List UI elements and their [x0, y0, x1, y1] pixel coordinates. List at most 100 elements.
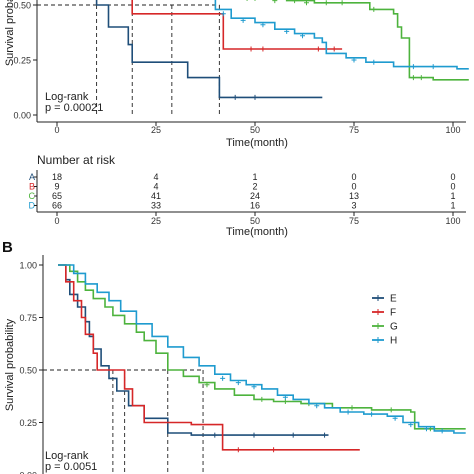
risk-cell-c: 65 [52, 191, 62, 201]
panel-a-y-tick-label: 0.00 [13, 111, 31, 121]
risk-table-x-tick-label: 75 [349, 216, 359, 226]
risk-cell-b: 2 [252, 182, 257, 192]
panel-a-censor-mark-b [248, 46, 254, 52]
panel-a-curve-c [285, 0, 469, 81]
panel-a-censor-mark-c [410, 75, 416, 81]
panel-b-censor-mark-h [314, 403, 320, 409]
panel-a-censor-mark-d [260, 22, 266, 28]
panel-a-censor-mark-a [232, 94, 238, 100]
risk-table-x-tick-label: 0 [54, 216, 59, 226]
panel-a-censor-mark-d [351, 57, 357, 63]
panel-b-censor-mark-g [349, 405, 355, 411]
risk-cell-b: 0 [351, 182, 356, 192]
panel-a-x-tick-label: 0 [54, 125, 59, 135]
risk-cell-a: 0 [450, 172, 455, 182]
panel-a-censor-mark-c [371, 6, 377, 12]
panel-b-censor-mark-h [220, 375, 226, 381]
panel-b-censor-mark-h [408, 422, 414, 428]
panel-a-censor-mark-b [331, 46, 337, 52]
risk-cell-a: 4 [153, 172, 158, 182]
risk-row-label-c: C [29, 191, 36, 201]
panel-a-censor-mark-c [292, 0, 298, 4]
panel-a-censor-mark-c [246, 0, 248, 1]
panel-a-curve-b [131, 0, 343, 50]
panel-b-y-tick-label: 1.00 [19, 261, 37, 271]
panel-b-censor-mark-e [212, 432, 218, 438]
panel-a-x-tick-label: 25 [151, 125, 161, 135]
panel-a-xlabel: Time(month) [226, 137, 288, 149]
panel-a-censor-mark-c [339, 0, 345, 6]
panel-b-curve-g [58, 264, 466, 430]
panel-b-curve-e [58, 264, 329, 436]
panel-b-censor-mark-h [282, 394, 288, 400]
panel-a-y-tick-label: 0.25 [13, 56, 31, 66]
panel-a-curve-d [214, 0, 469, 70]
risk-cell-d: 16 [250, 201, 260, 211]
panel-a-censor-mark-c [418, 75, 424, 81]
risk-cell-d: 1 [450, 201, 455, 211]
risk-cell-b: 0 [450, 182, 455, 192]
panel-b-censor-mark-g [388, 407, 394, 413]
panel-a-censor-mark-d [430, 64, 436, 70]
panel-a-censor-mark-d [284, 28, 290, 34]
panel-b-censor-mark-h [439, 428, 445, 434]
panel-b-censor-mark-h [251, 384, 257, 390]
panel-b-logrank-label: Log-rank [45, 450, 89, 462]
panel-a-censor-mark-b [260, 46, 266, 52]
risk-cell-c: 13 [349, 191, 359, 201]
panel-a-y-tick-label: 0.50 [13, 1, 31, 11]
panel-b-censor-mark-h [345, 409, 351, 415]
legend-label-f: F [390, 308, 396, 319]
legend-label-g: G [390, 322, 398, 333]
panel-a-censor-mark-c [303, 0, 309, 6]
panel-a-logrank-label: Log-rank [45, 91, 89, 103]
risk-cell-c: 1 [450, 191, 455, 201]
panel-b-censor-mark-e [251, 432, 257, 438]
panel-a-plot: Survival probability 0.00 0.25 0.50 0 25 50 75… [4, 0, 469, 149]
panel-a-censor-mark-c [272, 0, 278, 4]
risk-cell-c: 24 [250, 191, 260, 201]
panel-a-x-tick-label: 100 [445, 125, 460, 135]
panel-a-x-tick-label: 50 [250, 125, 260, 135]
legend-censor-mark [375, 323, 381, 329]
risk-cell-d: 66 [52, 201, 62, 211]
risk-cell-d: 33 [151, 201, 161, 211]
panel-b-censor-mark-g [259, 396, 265, 402]
panel-b-ylabel: Survival probability [4, 318, 16, 411]
panel-b-censor-mark-e [322, 432, 328, 438]
panel-a-pvalue: p = 0.00021 [45, 102, 103, 114]
panel-a-censor-mark-d [371, 59, 377, 65]
legend-censor-mark [375, 337, 381, 343]
legend-censor-mark [375, 309, 381, 315]
panel-b-curve-h [58, 264, 466, 434]
panel-a-censor-mark-d [300, 33, 306, 39]
panel-a-censor-mark-a [252, 94, 258, 100]
panel-b-censor-mark-e [290, 432, 296, 438]
panel-b-censor-mark-h [423, 426, 429, 432]
panel-a-censor-mark-c [323, 0, 329, 6]
legend-label-e: E [390, 294, 397, 305]
panel-a-censor-mark-d [220, 11, 226, 17]
panel-b-curve-f [58, 264, 360, 451]
panel-b-y-tick-label: 0.00 [19, 471, 37, 474]
panel-a-censor-mark-d [410, 64, 416, 70]
panel-b-censor-mark-f [235, 447, 241, 453]
panel-b-plot: B Survival probability 1.00 0.75 0.50 0.25 0… [2, 239, 466, 474]
panel-a-censor-mark-c [254, 0, 256, 1]
risk-table-title: Number at risk [37, 153, 116, 167]
risk-row-label-d: D [29, 201, 36, 211]
panel-a-ylabel: Survival probability [4, 0, 16, 66]
panel-b-label: B [2, 239, 13, 256]
legend-censor-mark [375, 295, 381, 301]
panel-a-censor-mark-d [240, 17, 246, 23]
risk-table-xlabel: Time(month) [226, 226, 288, 238]
risk-cell-a: 0 [351, 172, 356, 182]
panel-a-curve-a [95, 0, 323, 99]
panel-b-censor-mark-g [204, 382, 210, 388]
panel-b-pvalue: p = 0.0051 [45, 461, 97, 473]
risk-table: Number at risk A 18 4 1 0 0B 9 4 2 0 0C 65 41 24 13 1D 6… [29, 153, 466, 238]
panel-b-y-tick-label: 0.25 [19, 418, 37, 428]
risk-row-label-a: A [29, 172, 35, 182]
